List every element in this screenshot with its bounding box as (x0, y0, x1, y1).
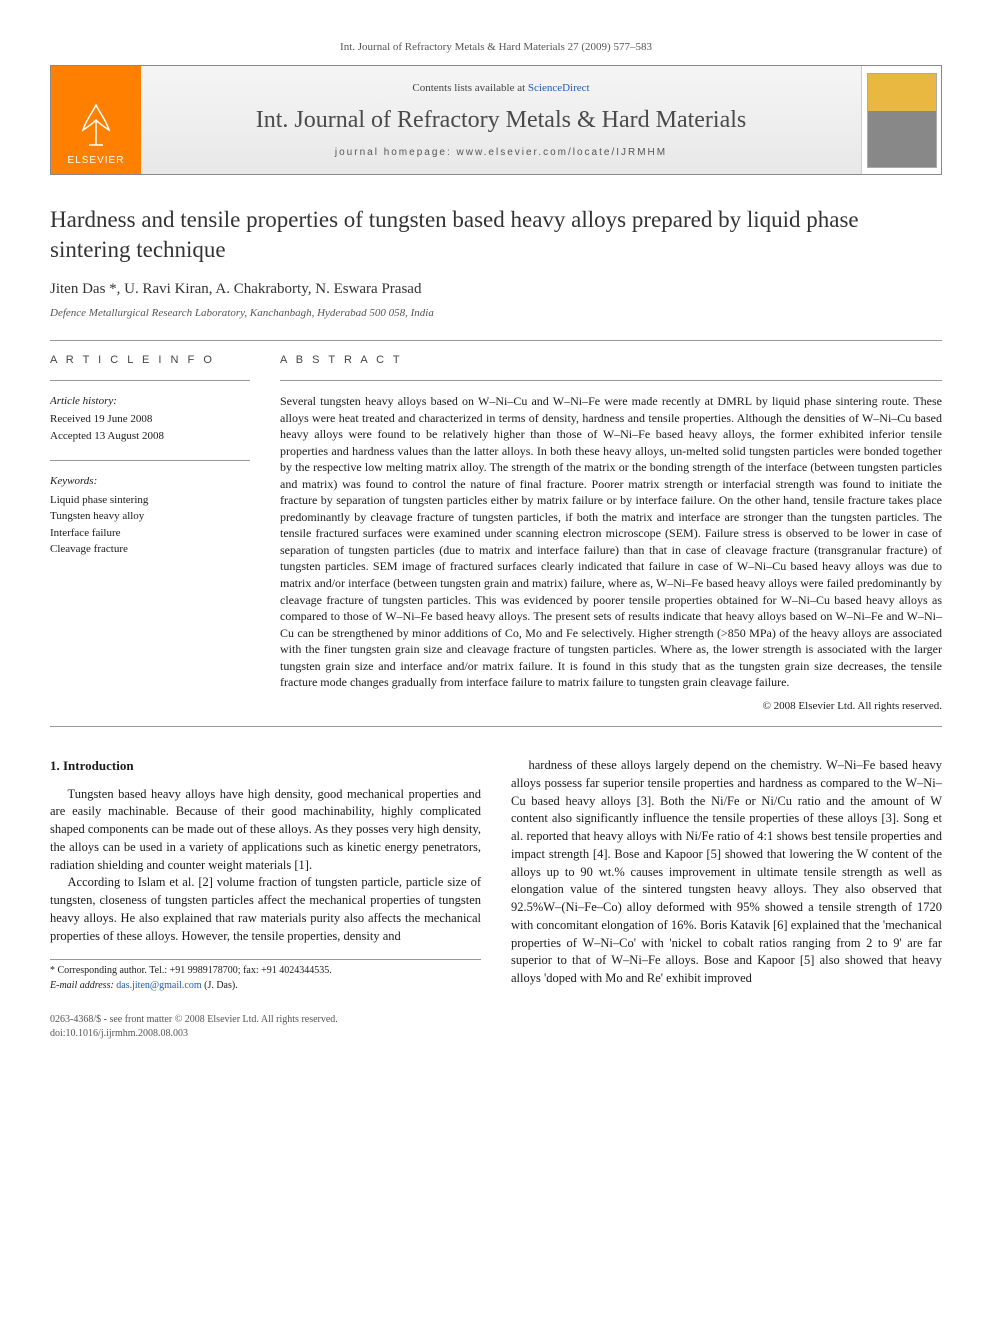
divider (50, 340, 942, 341)
keyword: Liquid phase sintering (50, 492, 250, 509)
keyword: Cleavage fracture (50, 541, 250, 558)
keywords-block: Keywords: Liquid phase sintering Tungste… (50, 473, 250, 558)
homepage-prefix: journal homepage: (335, 147, 457, 158)
body-paragraph: According to Islam et al. [2] volume fra… (50, 874, 481, 945)
divider (280, 380, 942, 381)
running-head: Int. Journal of Refractory Metals & Hard… (50, 40, 942, 55)
article-title: Hardness and tensile properties of tungs… (50, 205, 942, 265)
received-date: Received 19 June 2008 (50, 411, 250, 428)
keywords-heading: Keywords: (50, 473, 250, 490)
contents-prefix: Contents lists available at (412, 82, 527, 94)
doi-line: doi:10.1016/j.ijrmhm.2008.08.003 (50, 1027, 338, 1041)
abstract-copyright: © 2008 Elsevier Ltd. All rights reserved… (280, 699, 942, 714)
abstract-text: Several tungsten heavy alloys based on W… (280, 393, 942, 691)
email-label: E-mail address: (50, 980, 114, 991)
accepted-date: Accepted 13 August 2008 (50, 428, 250, 445)
contents-line: Contents lists available at ScienceDirec… (412, 81, 589, 96)
section-heading-intro: 1. Introduction (50, 757, 481, 775)
authors-line: Jiten Das *, U. Ravi Kiran, A. Chakrabor… (50, 279, 942, 300)
page-footer: 0263-4368/$ - see front matter © 2008 El… (50, 1013, 942, 1041)
history-heading: Article history: (50, 393, 250, 410)
front-matter-line: 0263-4368/$ - see front matter © 2008 El… (50, 1013, 338, 1027)
publisher-name: ELSEVIER (68, 154, 125, 168)
footnote-block: * Corresponding author. Tel.: +91 998917… (50, 959, 481, 992)
elsevier-tree-icon (71, 100, 121, 150)
journal-title: Int. Journal of Refractory Metals & Hard… (256, 104, 747, 138)
cover-thumb-block (861, 66, 941, 174)
banner-center: Contents lists available at ScienceDirec… (141, 66, 861, 174)
article-history: Article history: Received 19 June 2008 A… (50, 393, 250, 445)
author-email-link[interactable]: das.jiten@gmail.com (116, 980, 201, 991)
keyword: Interface failure (50, 525, 250, 542)
article-info-label: A R T I C L E I N F O (50, 353, 250, 368)
divider (50, 460, 250, 461)
abstract-label: A B S T R A C T (280, 353, 942, 368)
body-paragraph: Tungsten based heavy alloys have high de… (50, 786, 481, 875)
publisher-logo-block: ELSEVIER (51, 66, 141, 174)
affiliation: Defence Metallurgical Research Laborator… (50, 306, 942, 321)
email-suffix: (J. Das). (204, 980, 238, 991)
keyword: Tungsten heavy alloy (50, 508, 250, 525)
journal-banner: ELSEVIER Contents lists available at Sci… (50, 65, 942, 175)
journal-homepage: journal homepage: www.elsevier.com/locat… (335, 146, 667, 160)
body-paragraph: hardness of these alloys largely depend … (511, 757, 942, 988)
corresponding-author: * Corresponding author. Tel.: +91 998917… (50, 964, 481, 978)
body-two-column: 1. Introduction Tungsten based heavy all… (50, 757, 942, 993)
divider (50, 726, 942, 727)
article-info-column: A R T I C L E I N F O Article history: R… (50, 353, 250, 715)
abstract-column: A B S T R A C T Several tungsten heavy a… (280, 353, 942, 715)
info-abstract-row: A R T I C L E I N F O Article history: R… (50, 353, 942, 715)
sciencedirect-link[interactable]: ScienceDirect (528, 82, 590, 94)
divider (50, 380, 250, 381)
homepage-url: www.elsevier.com/locate/IJRMHM (457, 147, 668, 158)
journal-cover-icon (867, 73, 937, 168)
